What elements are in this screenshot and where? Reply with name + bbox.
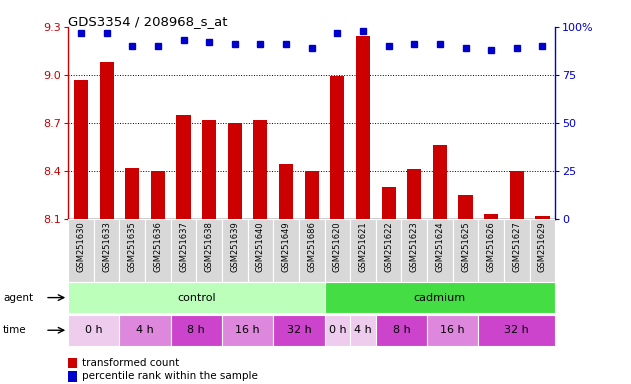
Bar	[350, 219, 376, 282]
Bar	[171, 315, 222, 346]
Bar	[68, 315, 119, 346]
Text: control: control	[177, 293, 216, 303]
Bar	[125, 168, 139, 219]
Bar	[228, 123, 242, 219]
Bar	[459, 195, 473, 219]
Text: 4 h: 4 h	[136, 325, 154, 335]
Text: 16 h: 16 h	[235, 325, 260, 335]
Bar	[151, 171, 165, 219]
Text: GSM251635: GSM251635	[127, 222, 137, 272]
Text: GSM251625: GSM251625	[461, 222, 470, 272]
Bar	[254, 120, 268, 219]
Bar	[382, 187, 396, 219]
Text: cadmium: cadmium	[414, 293, 466, 303]
Text: 0 h: 0 h	[85, 325, 103, 335]
Bar	[273, 315, 324, 346]
Bar	[478, 219, 504, 282]
Bar	[356, 36, 370, 219]
Text: GSM251636: GSM251636	[153, 222, 162, 272]
Bar	[202, 120, 216, 219]
Text: GSM251622: GSM251622	[384, 222, 393, 272]
Text: 16 h: 16 h	[440, 325, 465, 335]
Bar	[100, 62, 114, 219]
Text: 32 h: 32 h	[504, 325, 529, 335]
Text: GSM251627: GSM251627	[512, 222, 521, 272]
Bar	[299, 219, 324, 282]
Text: GDS3354 / 208968_s_at: GDS3354 / 208968_s_at	[68, 15, 228, 28]
Bar	[119, 315, 171, 346]
Bar	[478, 315, 555, 346]
Text: GSM251649: GSM251649	[281, 222, 290, 272]
Text: time: time	[3, 325, 27, 335]
Bar	[74, 79, 88, 219]
Text: GSM251621: GSM251621	[358, 222, 367, 272]
Text: GSM251637: GSM251637	[179, 222, 188, 272]
Bar	[279, 164, 293, 219]
Bar	[427, 219, 452, 282]
Text: GSM251626: GSM251626	[487, 222, 496, 272]
Bar	[222, 315, 273, 346]
Bar	[324, 219, 350, 282]
Bar	[247, 219, 273, 282]
Bar	[376, 219, 401, 282]
Bar	[222, 219, 247, 282]
Text: GSM251630: GSM251630	[76, 222, 85, 272]
Text: agent: agent	[3, 293, 33, 303]
Text: GSM251639: GSM251639	[230, 222, 239, 272]
Text: GSM251640: GSM251640	[256, 222, 265, 272]
Text: GSM251633: GSM251633	[102, 222, 111, 272]
Bar	[94, 219, 119, 282]
Text: 32 h: 32 h	[286, 325, 311, 335]
Text: GSM251629: GSM251629	[538, 222, 547, 272]
Text: GSM251623: GSM251623	[410, 222, 419, 272]
Bar	[330, 76, 345, 219]
Text: GSM251686: GSM251686	[307, 222, 316, 272]
Bar	[484, 214, 498, 219]
Bar	[350, 315, 376, 346]
Bar	[510, 171, 524, 219]
Bar	[401, 219, 427, 282]
Bar	[305, 171, 319, 219]
Bar	[68, 219, 94, 282]
Bar	[145, 219, 171, 282]
Bar	[433, 145, 447, 219]
Bar	[324, 315, 350, 346]
Bar	[452, 219, 478, 282]
Text: 0 h: 0 h	[329, 325, 346, 335]
Text: 4 h: 4 h	[354, 325, 372, 335]
Bar	[196, 219, 222, 282]
Text: 8 h: 8 h	[392, 325, 410, 335]
Text: 8 h: 8 h	[187, 325, 205, 335]
Text: percentile rank within the sample: percentile rank within the sample	[82, 371, 258, 381]
Bar	[171, 219, 196, 282]
Bar	[68, 282, 324, 313]
Bar	[376, 315, 427, 346]
Bar	[119, 219, 145, 282]
Bar	[324, 282, 555, 313]
Text: GSM251638: GSM251638	[204, 222, 214, 272]
Text: GSM251620: GSM251620	[333, 222, 342, 272]
Bar	[536, 216, 550, 219]
Bar	[273, 219, 299, 282]
Text: transformed count: transformed count	[82, 358, 179, 368]
Text: GSM251624: GSM251624	[435, 222, 444, 272]
Bar	[427, 315, 478, 346]
Bar	[177, 115, 191, 219]
Bar	[529, 219, 555, 282]
Bar	[407, 169, 422, 219]
Bar	[504, 219, 529, 282]
